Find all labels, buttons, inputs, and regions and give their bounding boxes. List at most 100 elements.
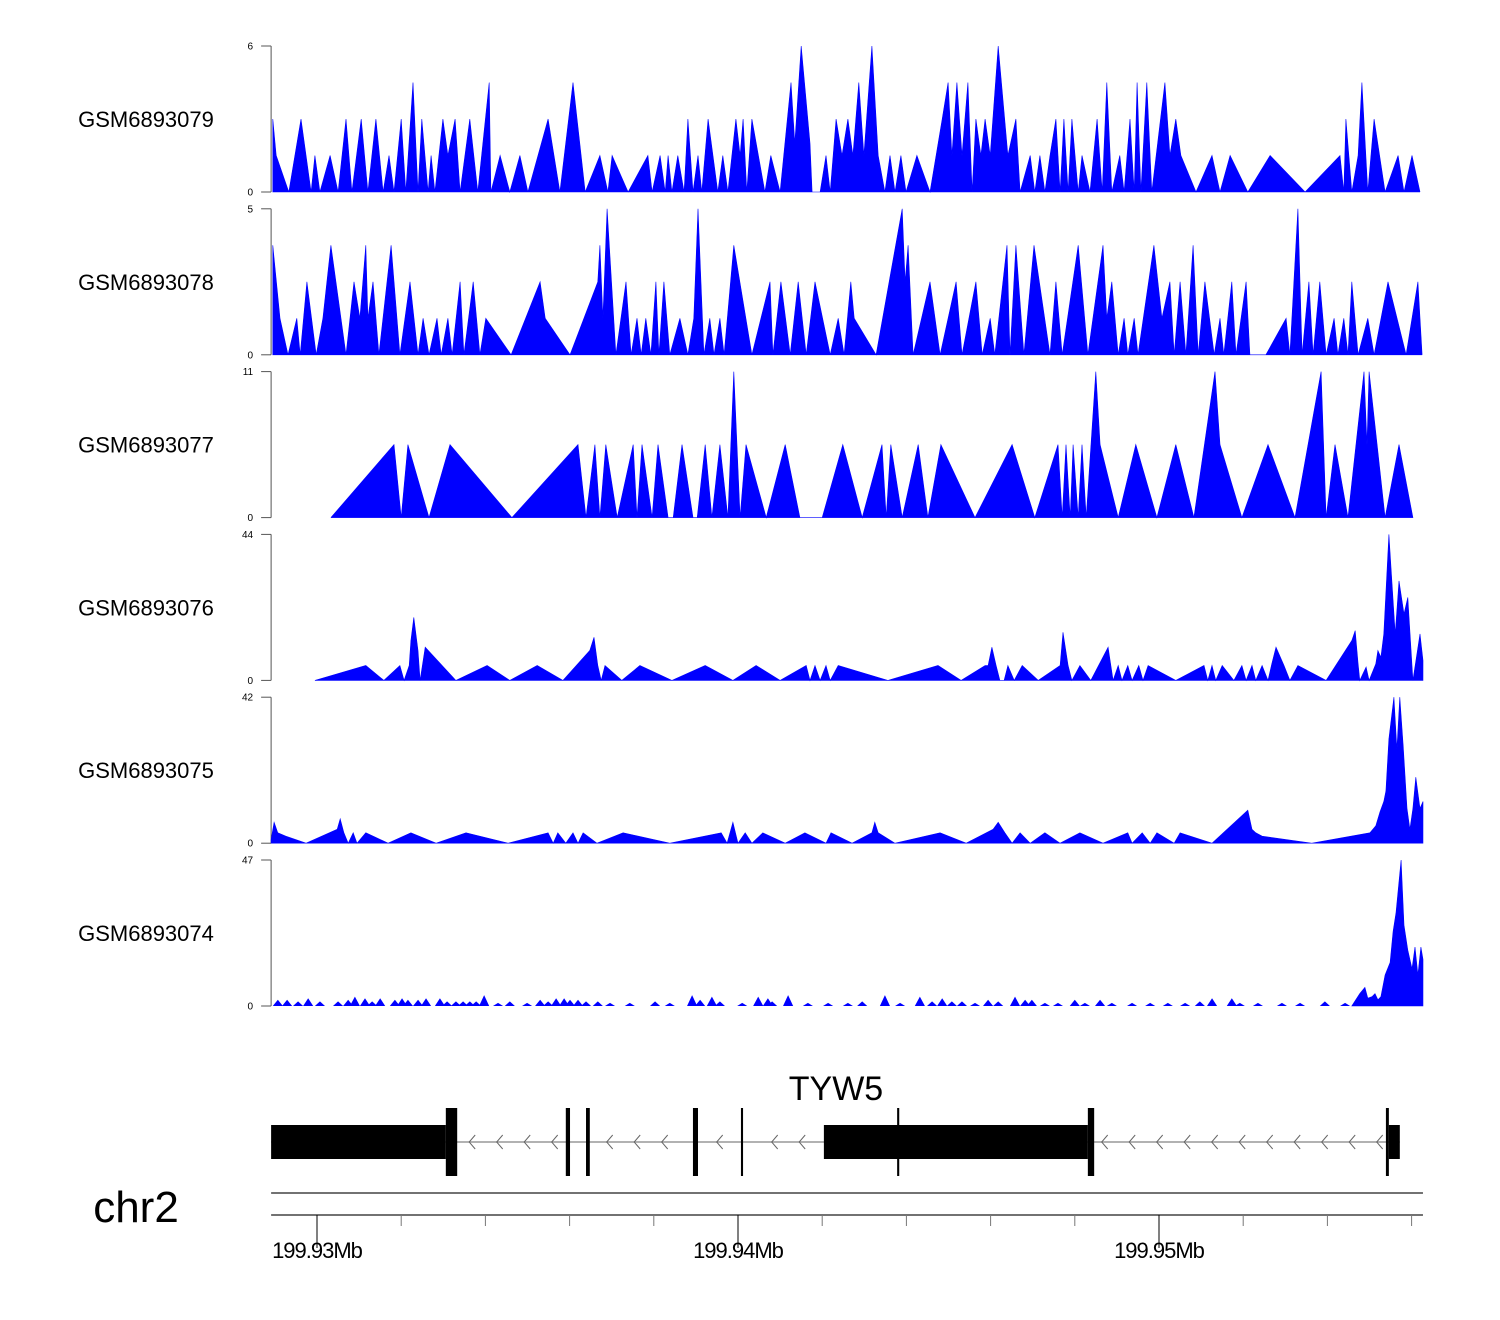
track-GSM6893078: GSM6893078 0 5	[78, 204, 1423, 361]
strand-arrow-icon	[1128, 1134, 1136, 1150]
utr-block	[1388, 1125, 1400, 1159]
strand-arrow-icon	[661, 1134, 669, 1150]
exon-block	[586, 1108, 590, 1176]
coverage-spike	[367, 1001, 378, 1006]
coverage-spike	[823, 1002, 834, 1006]
y-tick-label: 44	[242, 530, 254, 541]
coverage-spike	[1252, 1002, 1263, 1006]
coverage-spike	[551, 998, 562, 1006]
coverage-spike	[802, 1002, 813, 1006]
strand-arrow-icon	[633, 1134, 641, 1150]
strand-arrow-icon	[1293, 1134, 1301, 1150]
coverage-spike	[535, 999, 546, 1006]
coverage-spike	[753, 996, 764, 1006]
coverage-spike	[359, 998, 371, 1006]
strand-arrow-icon	[716, 1134, 724, 1150]
strand-arrow-icon	[1156, 1134, 1164, 1150]
coverage-spike	[450, 1001, 461, 1006]
coverage-spike	[1340, 1002, 1351, 1006]
coverage-spike	[1052, 1002, 1064, 1006]
genome-axis: chr2 199.93Mb 199.94Mb 199.95Mb	[93, 1183, 1423, 1263]
y-tick-label: 0	[248, 839, 254, 850]
coverage-spike	[1162, 1002, 1173, 1006]
coverage-spike	[895, 1002, 906, 1006]
coverage-spike	[492, 1002, 504, 1006]
coverage-spike	[664, 1002, 675, 1006]
track-label: GSM6893075	[78, 758, 214, 783]
track-label: GSM6893076	[78, 595, 214, 620]
coverage-spike	[389, 999, 400, 1006]
track-GSM6893079: GSM6893079 0 6	[78, 42, 1421, 199]
coverage-spike	[402, 999, 413, 1006]
y-tick-label: 5	[248, 204, 254, 215]
coverage-spike	[842, 1002, 853, 1006]
coverage-spike	[937, 998, 948, 1006]
strand-arrow-icon	[1266, 1134, 1274, 1150]
coverage-spike	[1026, 999, 1037, 1006]
coverage-spike	[1206, 998, 1218, 1006]
track-label: GSM6893077	[78, 433, 214, 458]
coverage-spike	[857, 1001, 868, 1006]
coverage-spike	[314, 1001, 325, 1006]
strand-arrow-icon	[468, 1134, 476, 1150]
coverage-spike	[349, 996, 360, 1006]
coverage-spike	[650, 1001, 661, 1006]
coverage-spike	[993, 1001, 1004, 1006]
coverage-spike	[282, 999, 293, 1006]
y-tick-label: 0	[248, 188, 254, 199]
coverage-spike	[564, 999, 576, 1006]
coverage-spike	[504, 1001, 515, 1006]
coverage-spike	[1009, 996, 1021, 1006]
coverage-spike	[1234, 1002, 1245, 1006]
coverage-spike	[1319, 1001, 1330, 1006]
coverage-spike	[464, 1001, 475, 1006]
y-tick-label: 0	[248, 513, 254, 524]
coverage-area	[330, 371, 1414, 519]
coverage-spike	[272, 999, 283, 1006]
coverage-spike	[969, 1002, 981, 1006]
coverage-spike	[1095, 999, 1106, 1006]
coverage-spike	[471, 1001, 482, 1006]
strand-arrow-icon	[1183, 1134, 1191, 1150]
track-label: GSM6893078	[78, 270, 214, 295]
coverage-spike	[983, 999, 994, 1006]
coverage-spike	[458, 1001, 469, 1006]
exon-block	[565, 1108, 571, 1176]
coverage-spike	[1020, 999, 1031, 1006]
coverage-spike	[343, 999, 354, 1006]
coverage-spike	[375, 998, 386, 1006]
strand-arrow-icon	[551, 1134, 559, 1150]
y-tick-label: 0	[248, 350, 254, 361]
data-tracks: GSM689307906GSM689307805GSM6893077011GSM…	[78, 42, 1424, 1013]
utr-block	[271, 1125, 446, 1159]
coverage-spike	[946, 1001, 957, 1006]
coverage-spike	[420, 998, 432, 1006]
exon-block	[692, 1108, 699, 1176]
y-tick-label: 47	[242, 856, 254, 867]
coverage-spike	[580, 1001, 592, 1006]
track-GSM6893076: GSM6893076 0 44	[78, 530, 1424, 687]
exon-block	[1087, 1108, 1095, 1176]
strand-arrow-icon	[1211, 1134, 1219, 1150]
track-label: GSM6893079	[78, 107, 214, 132]
gene-label: TYW5	[789, 1070, 883, 1108]
coverage-spike	[767, 1001, 778, 1006]
coverage-spike	[927, 1001, 938, 1006]
coverage-area	[272, 208, 1423, 356]
strand-arrow-icon	[1348, 1134, 1356, 1150]
coverage-spike	[412, 999, 424, 1006]
coverage-spike	[332, 1001, 344, 1006]
coverage-spike	[706, 996, 717, 1006]
coverage-spike	[737, 1002, 748, 1006]
coverage-spike	[303, 998, 314, 1006]
y-tick-label: 0	[248, 1002, 254, 1013]
coverage-spike	[522, 1002, 533, 1006]
coverage-spike	[879, 995, 890, 1006]
y-tick-label: 6	[248, 42, 254, 53]
coverage-spike	[1106, 1002, 1117, 1006]
y-tick-label: 0	[248, 676, 254, 687]
track-GSM6893074: GSM6893074 0 47	[78, 856, 1424, 1013]
track-label: GSM6893074	[78, 921, 214, 946]
strand-arrow-icon	[771, 1134, 779, 1150]
